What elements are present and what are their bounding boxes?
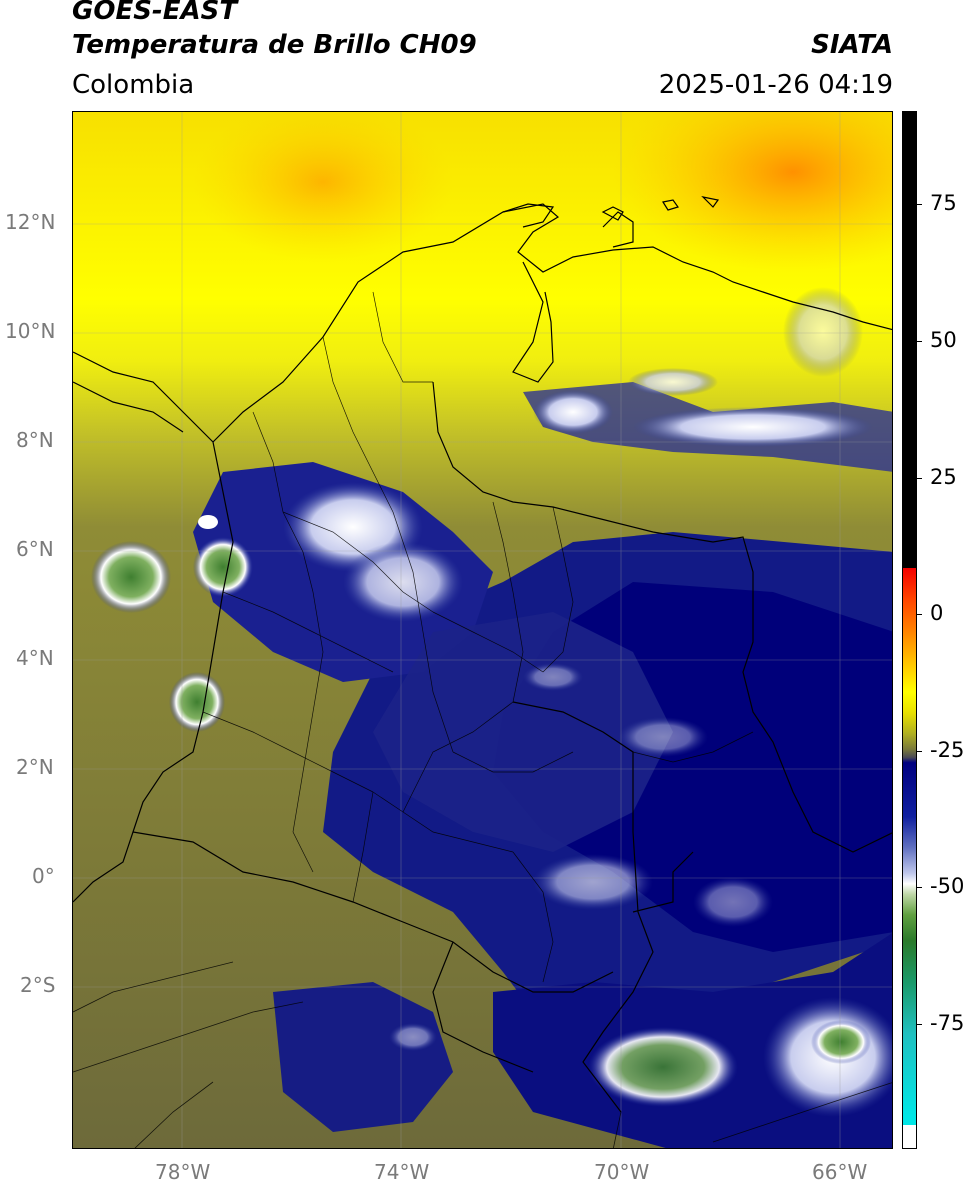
deep-convection — [91, 541, 171, 613]
convective-cloud — [389, 1023, 437, 1051]
deep-convection — [588, 1027, 738, 1107]
lon-tick: 66°W — [812, 1160, 868, 1184]
cold-cloud-region — [373, 612, 673, 852]
colorbar-tick — [917, 614, 922, 615]
deep-convection — [811, 1020, 871, 1064]
brand-label: SIATA — [811, 30, 893, 60]
convective-cloud — [628, 368, 718, 396]
lat-tick: 10°N — [5, 319, 56, 343]
lat-tick: 12°N — [5, 210, 56, 234]
cold-cloud-region — [273, 982, 453, 1132]
colorbar-tick — [917, 751, 922, 752]
convective-cloud — [783, 287, 863, 377]
convective-cloud — [633, 407, 873, 447]
convective-cloud — [523, 663, 583, 691]
convective-cloud — [533, 390, 613, 434]
colorbar-tick — [917, 341, 922, 342]
lon-tick: 70°W — [594, 1160, 650, 1184]
lat-tick: 8°N — [16, 428, 54, 452]
colorbar-tick — [917, 478, 922, 479]
colorbar-tick — [917, 1024, 922, 1025]
map-svg — [73, 112, 892, 1148]
colorbar-label: 25 — [930, 465, 957, 489]
timestamp-label: 2025-01-26 04:19 — [658, 70, 893, 100]
colorbar-label: 0 — [930, 601, 944, 625]
colorbar-tick — [917, 204, 922, 205]
lat-tick: 6°N — [16, 537, 54, 561]
lat-tick: 0° — [32, 864, 55, 888]
convective-cloud — [533, 854, 653, 910]
colorbar-label: -75 — [930, 1011, 965, 1035]
convective-cloud — [343, 542, 463, 622]
warm-area — [193, 112, 453, 262]
country-borders — [73, 196, 892, 1113]
department-borders — [202, 291, 754, 983]
lon-tick: 74°W — [374, 1160, 430, 1184]
deep-convection — [193, 537, 253, 597]
convective-cloud — [198, 515, 218, 529]
colorbar-label: 75 — [930, 191, 957, 215]
lat-tick: 2°S — [20, 973, 56, 997]
lat-tick: 4°N — [16, 646, 54, 670]
convective-cloud — [618, 717, 708, 757]
warm-area — [613, 112, 892, 272]
colorbar-label: -25 — [930, 738, 965, 762]
region-label: Colombia — [72, 70, 195, 100]
satellite-map — [72, 111, 893, 1149]
satellite-title: GOES-EAST — [72, 0, 238, 26]
product-title: Temperatura de Brillo CH09 — [72, 30, 477, 60]
lon-tick: 78°W — [155, 1160, 211, 1184]
lat-tick: 2°N — [16, 755, 54, 779]
temperature-colorbar — [902, 111, 917, 1149]
deep-convection — [169, 672, 225, 732]
colorbar-label: 50 — [930, 328, 957, 352]
outer-borders — [73, 961, 892, 1148]
colorbar-label: -50 — [930, 874, 965, 898]
convective-cloud — [693, 877, 773, 927]
colorbar-tick — [917, 887, 922, 888]
